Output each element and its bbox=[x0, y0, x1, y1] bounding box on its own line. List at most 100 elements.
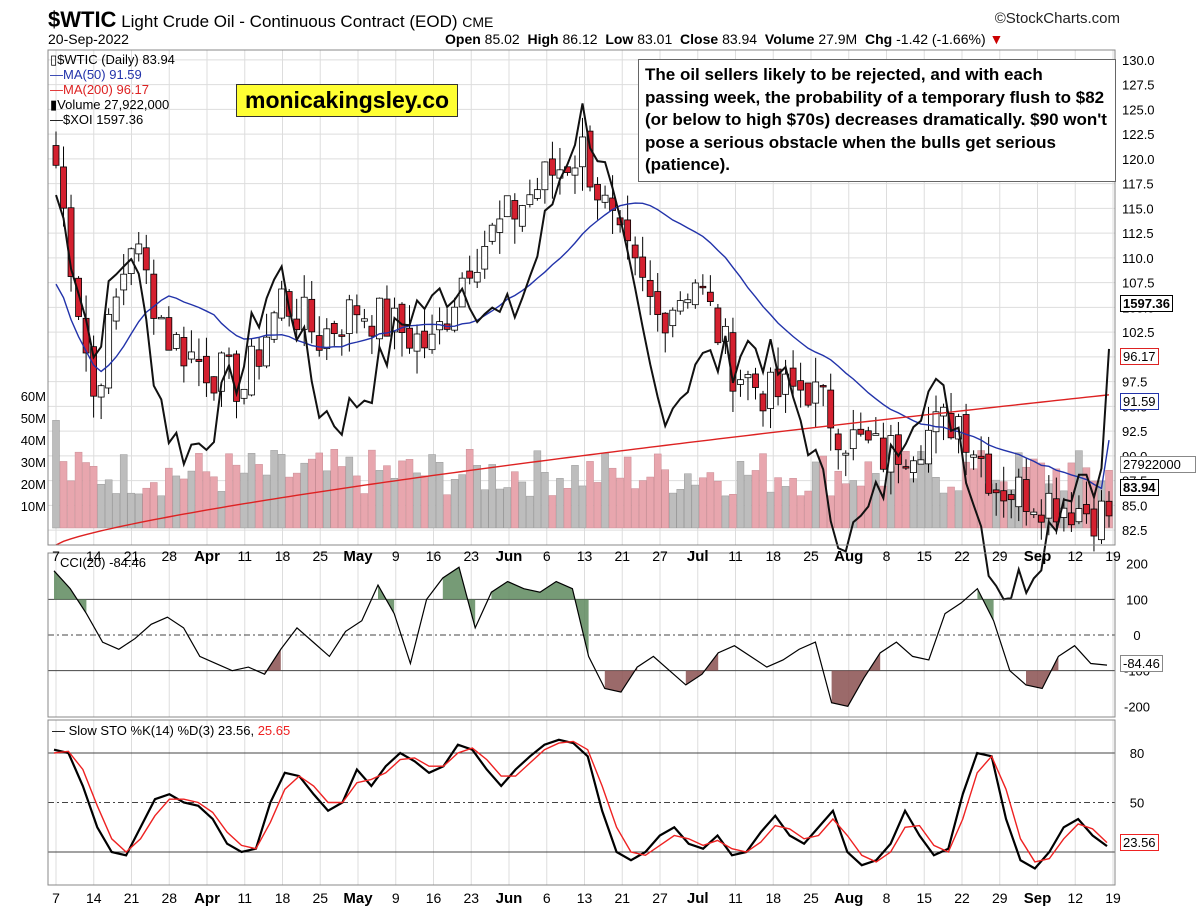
legend-ma200: —MA(200) 96.17 bbox=[50, 82, 149, 97]
volume-bar bbox=[623, 456, 632, 529]
cci-legend: CCI(20) -84.46 bbox=[60, 555, 146, 570]
candle-body bbox=[849, 429, 857, 450]
legend-ma50-text: MA(50) 91.59 bbox=[63, 67, 142, 82]
volume-bar bbox=[413, 472, 421, 529]
volume-bar bbox=[255, 464, 263, 529]
volume-bar bbox=[781, 486, 790, 529]
volume-bar bbox=[225, 453, 233, 529]
ma50-last-tag: 91.59 bbox=[1120, 393, 1159, 410]
x-tick-label: 11 bbox=[237, 548, 252, 564]
volume-bar bbox=[323, 470, 331, 529]
x-tick-label: Apr bbox=[194, 890, 220, 907]
x-tick-label: 21 bbox=[614, 548, 630, 564]
candle-body bbox=[338, 334, 346, 337]
candle-body bbox=[142, 247, 150, 271]
ohlc-bar: Open 85.02 High 86.12 Low 83.01 Close 83… bbox=[445, 31, 1003, 47]
x-tick-label: 27 bbox=[652, 890, 668, 906]
candle-body bbox=[398, 303, 406, 334]
volume-bar bbox=[751, 470, 760, 529]
legend-main-text: $WTIC (Daily) 83.94 bbox=[57, 52, 175, 67]
volume-bar bbox=[947, 486, 955, 529]
volume-bar bbox=[653, 453, 662, 529]
candle-body bbox=[330, 323, 338, 335]
sto-legend-d: 25.65 bbox=[257, 723, 291, 738]
candle-body bbox=[594, 184, 601, 201]
x-tick-label: 18 bbox=[275, 890, 291, 906]
volume-bar bbox=[939, 492, 948, 529]
cci-negative-fill bbox=[264, 649, 1059, 707]
candle-body bbox=[970, 454, 978, 458]
candle-body bbox=[925, 429, 932, 465]
x-tick-label: 19 bbox=[1105, 890, 1121, 906]
candle-body bbox=[864, 430, 872, 441]
volume-bar bbox=[563, 488, 572, 529]
brand-label[interactable]: ©StockCharts.com bbox=[994, 10, 1120, 27]
volume-bar bbox=[834, 470, 842, 529]
volume-bar bbox=[292, 472, 301, 529]
volume-bar bbox=[796, 495, 805, 529]
candle-body bbox=[992, 489, 1000, 494]
volume-bar bbox=[450, 479, 459, 529]
ma200-last-tag: 96.17 bbox=[1120, 348, 1159, 365]
candle-body bbox=[857, 428, 865, 435]
candle-body bbox=[624, 219, 632, 242]
candle-body bbox=[977, 455, 985, 459]
x-tick-label: 13 bbox=[577, 890, 593, 906]
volume-bar bbox=[390, 478, 399, 529]
volume-bar bbox=[428, 454, 436, 529]
x-tick-label: 23 bbox=[463, 890, 479, 906]
close-last-tag: 83.94 bbox=[1120, 479, 1159, 496]
cci-line bbox=[53, 566, 1108, 707]
volume-bar bbox=[398, 460, 406, 529]
candle-body bbox=[789, 367, 797, 387]
candle-body bbox=[872, 433, 880, 436]
candle-body bbox=[1090, 508, 1098, 537]
x-tick-label: 13 bbox=[577, 548, 593, 564]
x-tick-label: 25 bbox=[312, 890, 328, 906]
volume-bar bbox=[842, 483, 850, 529]
candle-body bbox=[782, 373, 789, 395]
volume-bar bbox=[593, 482, 602, 529]
low-label: Low bbox=[605, 31, 634, 47]
y-tick-label: 112.5 bbox=[1122, 226, 1154, 241]
volume-bar bbox=[67, 480, 75, 529]
candle-body bbox=[661, 312, 669, 334]
y-tick-label: 117.5 bbox=[1122, 177, 1154, 192]
candle-body bbox=[60, 166, 67, 209]
volume-tick-label: 20M bbox=[21, 477, 46, 492]
y-tick-label: 97.5 bbox=[1122, 375, 1147, 390]
volume-bar bbox=[774, 477, 782, 529]
candle-body bbox=[105, 313, 113, 389]
xoi-last-tag: 1597.36 bbox=[1120, 295, 1173, 312]
candle-body bbox=[52, 145, 60, 166]
volume-last-tag: 27922000 bbox=[1120, 456, 1196, 473]
y-tick-label: 102.5 bbox=[1122, 325, 1155, 340]
chart-title: $WTIC Light Crude Oil - Continuous Contr… bbox=[48, 7, 493, 33]
volume-bar bbox=[488, 464, 496, 529]
x-tick-label: 27 bbox=[652, 548, 668, 564]
x-tick-label: Jul bbox=[687, 890, 709, 907]
candle-body bbox=[586, 130, 594, 188]
volume-bar bbox=[789, 478, 797, 529]
candle-body bbox=[150, 273, 158, 319]
candle-body bbox=[714, 307, 722, 344]
candle-body bbox=[744, 374, 752, 379]
volume-bar bbox=[52, 420, 60, 529]
candle-body bbox=[157, 316, 165, 320]
volume-bar bbox=[533, 450, 542, 529]
x-tick-label: 25 bbox=[803, 890, 819, 906]
candle-body bbox=[1075, 508, 1083, 523]
panel-frame-1 bbox=[47, 552, 1116, 718]
candle-body bbox=[1022, 479, 1030, 512]
candle-body bbox=[1007, 494, 1015, 501]
volume-value: 27.9M bbox=[818, 31, 858, 47]
x-tick-label: Jun bbox=[496, 548, 523, 565]
close-value: 83.94 bbox=[722, 31, 758, 47]
volume-bar bbox=[578, 485, 587, 529]
volume-bar bbox=[210, 476, 218, 529]
candle-body bbox=[691, 282, 699, 306]
volume-bar bbox=[503, 487, 512, 529]
volume-bar bbox=[857, 485, 865, 529]
candle-body bbox=[360, 318, 368, 322]
sto-k-line bbox=[53, 738, 1108, 870]
